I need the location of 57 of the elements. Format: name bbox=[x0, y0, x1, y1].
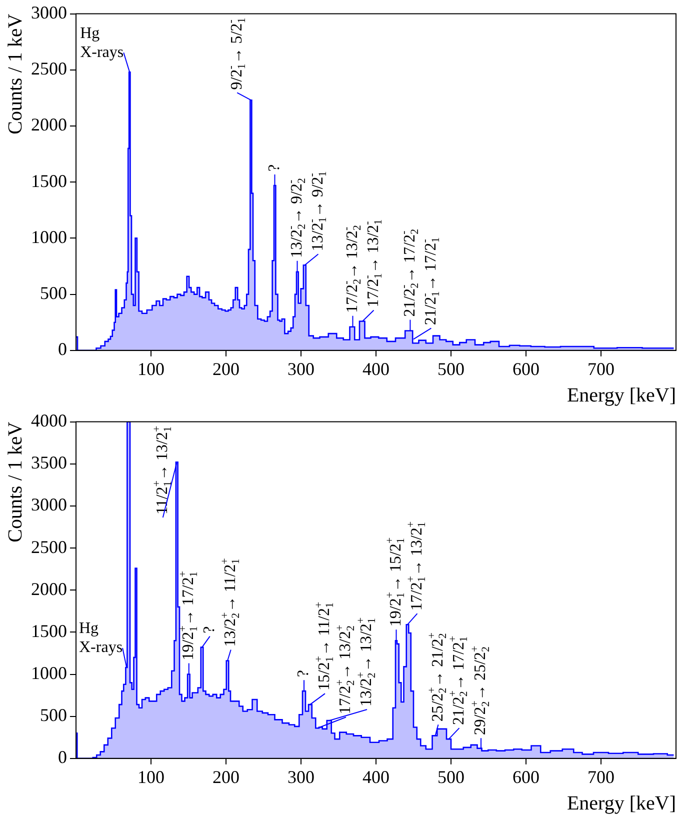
annotation: Hg X-rays bbox=[79, 620, 123, 656]
y-tick-label: 500 bbox=[40, 283, 67, 304]
annotation: 25/2+2→ 21/2+2 bbox=[426, 632, 450, 722]
y-tick-label: 3000 bbox=[31, 494, 67, 515]
x-tick-label: 500 bbox=[438, 766, 464, 787]
annotation: 17/2-2→ 13/2-2 bbox=[340, 224, 364, 313]
y-axis-title: Counts / 1 keV bbox=[4, 421, 26, 542]
x-tick-label: 700 bbox=[588, 766, 614, 787]
annotation: 21/2-1→ 17/2-1 bbox=[419, 237, 442, 326]
annotation: 19/2+1→ 17/2+1 bbox=[176, 570, 200, 660]
y-tick-label: 1000 bbox=[31, 226, 67, 247]
annotation: 13/2+2→ 11/2+1 bbox=[218, 558, 242, 647]
x-tick-label: 100 bbox=[138, 358, 164, 379]
x-tick-label: 600 bbox=[512, 358, 540, 379]
y-tick-label: 1500 bbox=[31, 620, 67, 641]
x-tick-label: 600 bbox=[512, 766, 540, 787]
x-tick-label: 200 bbox=[212, 358, 240, 379]
y-tick-label: 2000 bbox=[31, 578, 67, 599]
annotation: ? bbox=[266, 164, 283, 172]
annotation: ? bbox=[295, 670, 312, 678]
annotation: 13/2-2→ 9/2-2 bbox=[285, 178, 308, 258]
annotation: 21/2+2→ 17/2+1 bbox=[447, 636, 470, 726]
x-tick-label: 400 bbox=[362, 766, 390, 787]
annotation: 21/2-2→ 17/2-2 bbox=[398, 228, 422, 317]
annotation: 17/2-1→ 13/2-1 bbox=[362, 219, 385, 308]
x-axis-title: Energy [keV] bbox=[566, 384, 676, 406]
y-tick-label: 0 bbox=[58, 747, 67, 768]
annotation: 9/2-1→ 5/2-1 bbox=[225, 18, 248, 90]
annotation: 19/2+1→ 15/2+1 bbox=[384, 537, 408, 627]
y-tick-label: 2500 bbox=[31, 536, 67, 557]
x-tick-label: 300 bbox=[288, 358, 314, 379]
x-tick-label: 700 bbox=[588, 358, 614, 379]
y-tick-label: 2000 bbox=[31, 114, 67, 135]
annotation: 17/2+2→ 13/2+2 bbox=[334, 624, 357, 714]
annotation: 13/2-1→ 9/2-1 bbox=[306, 171, 330, 252]
annotation: Hg X-rays bbox=[80, 24, 124, 61]
y-tick-label: 4000 bbox=[31, 410, 67, 431]
x-tick-label: 200 bbox=[212, 766, 240, 787]
x-tick-label: 300 bbox=[288, 766, 314, 787]
y-tick-label: 2500 bbox=[31, 58, 67, 79]
y-tick-label: 3000 bbox=[31, 2, 67, 23]
annotation: 17/2+1→ 13/2+1 bbox=[405, 521, 428, 611]
annotation: 13/2+2→ 13/2+1 bbox=[354, 617, 378, 707]
y-tick-label: 3500 bbox=[31, 452, 67, 473]
y-tick-label: 500 bbox=[40, 705, 67, 726]
x-axis-title: Energy [keV] bbox=[566, 792, 676, 814]
y-tick-label: 1000 bbox=[31, 662, 67, 683]
y-tick-label: 1500 bbox=[31, 170, 67, 191]
annotation: 29/2+2→ 25/2+2 bbox=[468, 646, 492, 736]
x-tick-label: 100 bbox=[138, 766, 164, 787]
y-tick-label: 0 bbox=[58, 339, 67, 360]
annotation: 11/2+1→ 13/2+1 bbox=[150, 426, 174, 515]
annotation: 15/2+1→ 11/2+1 bbox=[312, 602, 336, 691]
annotation: ? bbox=[201, 626, 218, 634]
y-axis-title: Counts / 1 keV bbox=[4, 13, 26, 134]
x-tick-label: 500 bbox=[438, 358, 464, 379]
x-tick-label: 400 bbox=[362, 358, 390, 379]
